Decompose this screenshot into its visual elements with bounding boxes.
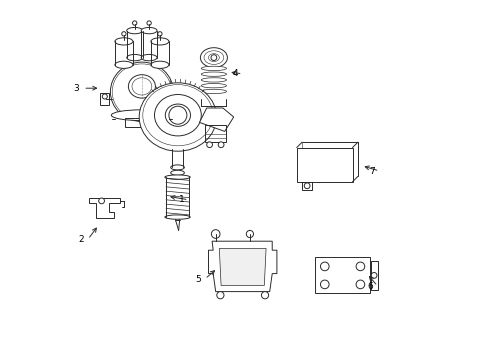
Circle shape <box>146 21 151 25</box>
Text: 3: 3 <box>73 84 79 93</box>
Circle shape <box>216 292 224 299</box>
Circle shape <box>320 280 328 289</box>
Ellipse shape <box>126 54 142 61</box>
Circle shape <box>206 142 212 148</box>
Ellipse shape <box>170 165 184 170</box>
Ellipse shape <box>201 84 226 88</box>
Circle shape <box>320 262 328 271</box>
Polygon shape <box>208 241 276 292</box>
Text: 1: 1 <box>178 195 184 204</box>
Ellipse shape <box>164 215 190 219</box>
Circle shape <box>168 106 186 124</box>
Bar <box>124 118 159 127</box>
Polygon shape <box>89 198 120 218</box>
Circle shape <box>218 142 224 148</box>
Ellipse shape <box>151 61 168 68</box>
Ellipse shape <box>111 110 172 121</box>
Circle shape <box>355 280 364 289</box>
Ellipse shape <box>201 66 226 71</box>
Bar <box>296 148 352 182</box>
Polygon shape <box>199 108 233 131</box>
Circle shape <box>246 230 253 238</box>
Bar <box>101 93 109 105</box>
Circle shape <box>132 21 137 25</box>
Text: 2: 2 <box>78 235 83 244</box>
Ellipse shape <box>141 27 157 34</box>
Circle shape <box>211 230 220 238</box>
Circle shape <box>355 262 364 271</box>
Bar <box>302 182 311 190</box>
Text: 6: 6 <box>367 282 373 291</box>
Ellipse shape <box>141 54 157 61</box>
Ellipse shape <box>165 104 190 126</box>
Ellipse shape <box>115 61 133 68</box>
Ellipse shape <box>128 75 155 98</box>
Circle shape <box>370 273 376 278</box>
Bar <box>314 257 370 293</box>
Ellipse shape <box>126 27 142 34</box>
Ellipse shape <box>110 62 173 122</box>
Circle shape <box>304 183 309 189</box>
Ellipse shape <box>201 72 226 76</box>
Bar <box>370 261 377 290</box>
Text: 5: 5 <box>194 274 200 284</box>
Ellipse shape <box>200 48 227 68</box>
Ellipse shape <box>115 38 133 45</box>
Ellipse shape <box>201 78 226 82</box>
Ellipse shape <box>151 38 168 45</box>
Ellipse shape <box>201 89 226 94</box>
Polygon shape <box>219 248 265 285</box>
Ellipse shape <box>164 175 190 179</box>
Circle shape <box>102 94 107 99</box>
Circle shape <box>261 292 268 299</box>
Text: 7: 7 <box>368 166 374 175</box>
Ellipse shape <box>139 83 216 151</box>
Circle shape <box>99 198 104 204</box>
Bar <box>204 125 226 142</box>
Circle shape <box>211 55 216 60</box>
Ellipse shape <box>154 94 201 136</box>
Circle shape <box>158 32 162 36</box>
Circle shape <box>122 32 126 36</box>
Ellipse shape <box>170 170 184 175</box>
Text: 4: 4 <box>232 69 238 78</box>
